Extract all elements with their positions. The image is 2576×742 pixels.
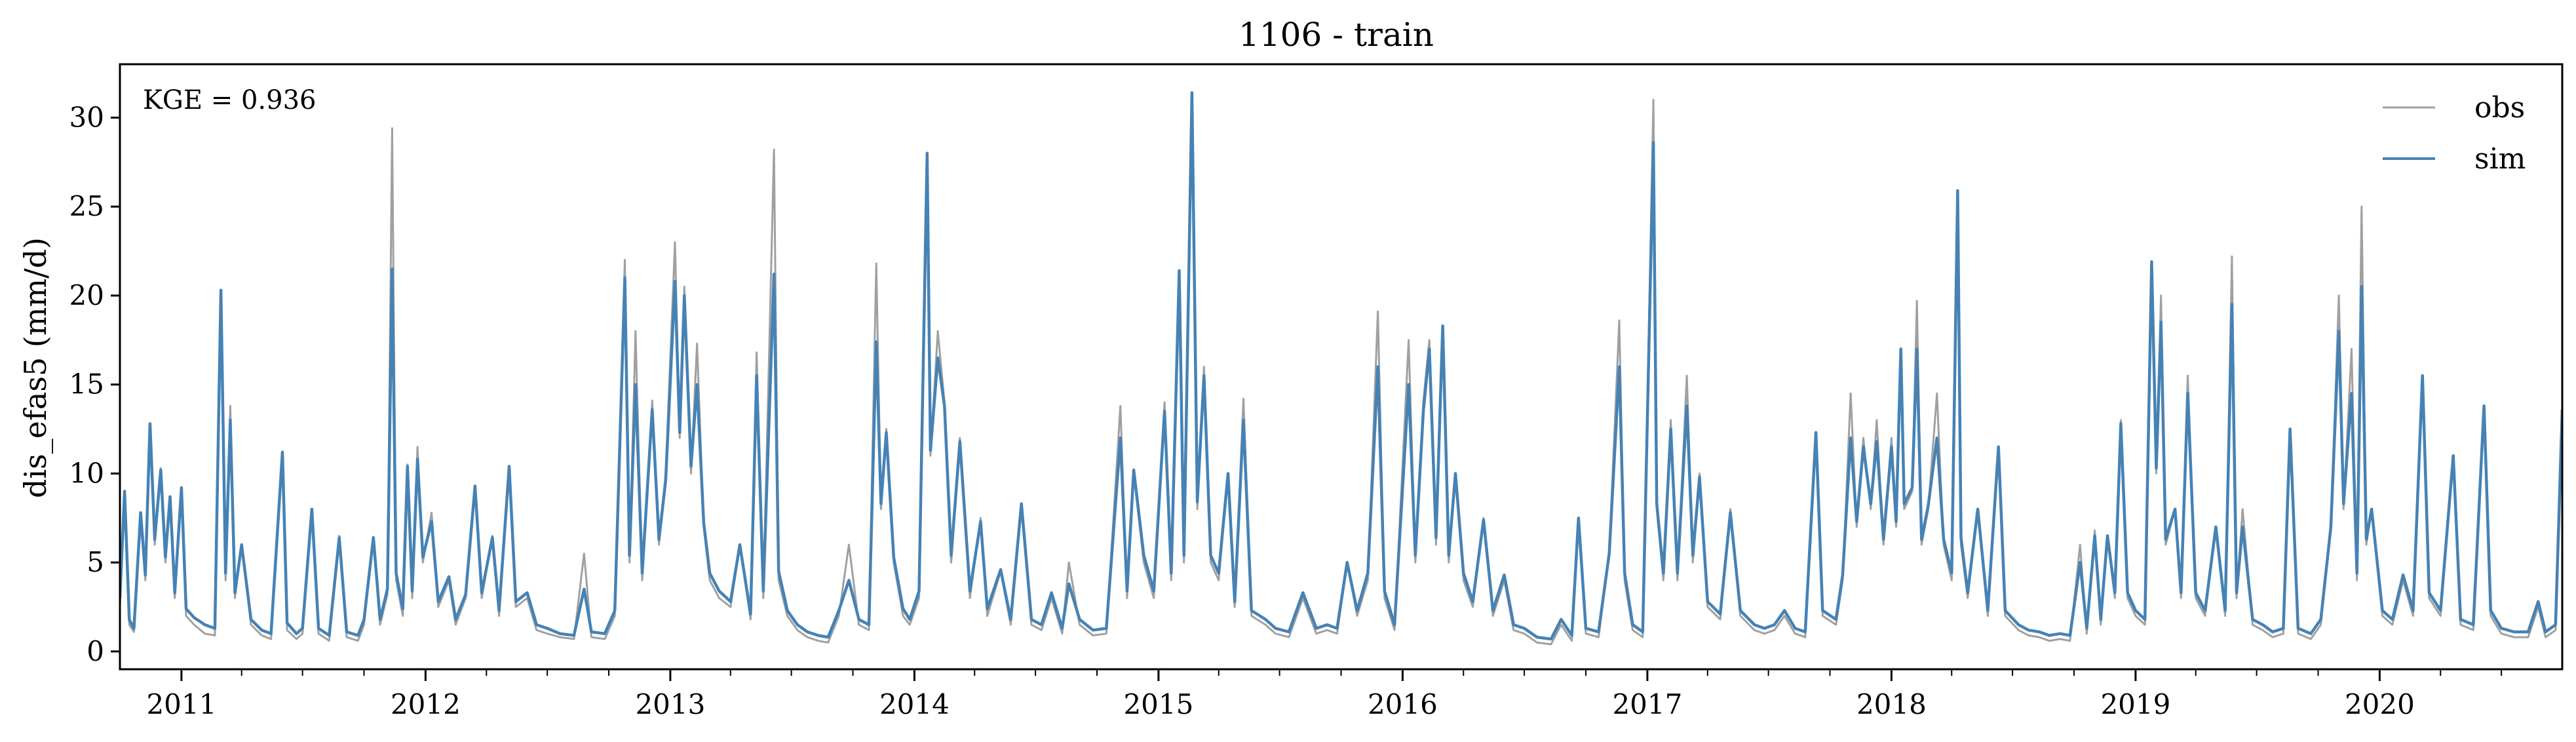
x-tick-label: 2019 — [2100, 688, 2170, 720]
x-tick-label: 2017 — [1612, 688, 1682, 720]
y-tick-label: 10 — [69, 457, 104, 489]
y-tick-label: 5 — [87, 546, 104, 578]
y-axis-label: dis_efas5 (mm/d) — [18, 237, 53, 498]
y-tick-label: 25 — [69, 190, 104, 222]
legend-label-sim: sim — [2474, 142, 2526, 176]
x-tick-label: 2016 — [1368, 688, 1438, 720]
x-tick-label: 2018 — [1856, 688, 1927, 720]
series-layer — [120, 91, 2562, 646]
chart-title: 1106 - train — [1239, 16, 1434, 54]
y-tick-label: 20 — [69, 279, 104, 311]
x-tick-label: 2015 — [1123, 688, 1193, 720]
kge-annotation: KGE = 0.936 — [143, 85, 317, 115]
x-tick-label: 2013 — [635, 688, 705, 720]
x-axis-ticks: 2011 2012 2013 2014 2015 2016 2017 2018 2019 2020 — [146, 669, 2503, 720]
plot-area-frame — [119, 63, 2564, 671]
x-tick-label: 2014 — [879, 688, 950, 720]
y-axis-ticks: 0 5 10 15 20 25 30 — [69, 101, 120, 667]
legend: obs sim — [2383, 91, 2526, 176]
y-tick-label: 15 — [69, 368, 104, 400]
x-tick-label: 2020 — [2345, 688, 2415, 720]
x-tick-label: 2012 — [391, 688, 461, 720]
legend-label-obs: obs — [2474, 91, 2525, 125]
series-line-sim — [120, 91, 2562, 641]
y-tick-label: 0 — [87, 635, 104, 667]
y-tick-label: 30 — [69, 101, 104, 133]
x-tick-label: 2011 — [146, 688, 216, 720]
